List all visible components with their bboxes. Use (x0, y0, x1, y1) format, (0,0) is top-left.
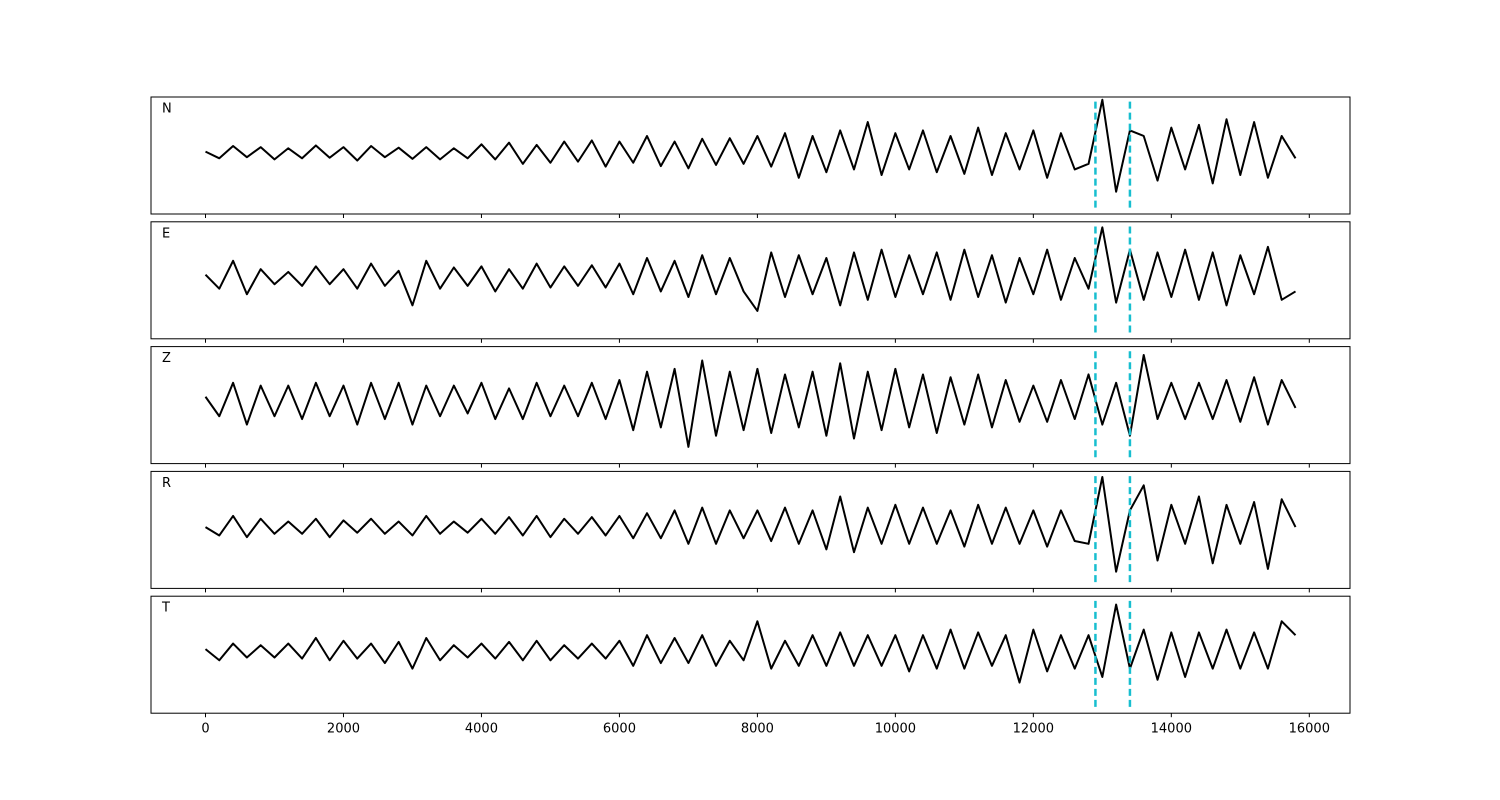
panel-label: R (162, 476, 171, 491)
x-tick-label: 8000 (741, 722, 774, 737)
panel-label: N (162, 102, 172, 117)
x-tick-label: 4000 (465, 722, 498, 737)
panel-frame (150, 96, 1351, 215)
panel-frame (150, 595, 1351, 714)
x-tick-label: 6000 (603, 722, 636, 737)
trace (204, 603, 1297, 684)
panel-label: Z (162, 351, 171, 366)
panel-label: T (161, 601, 170, 616)
trace (205, 98, 1297, 193)
x-tick-label: 16000 (1289, 722, 1330, 737)
panel-frame (150, 221, 1351, 340)
x-tick-label: 14000 (1151, 722, 1192, 737)
trace (204, 353, 1297, 448)
x-tick-label: 12000 (1013, 722, 1054, 737)
x-tick-label: 10000 (875, 722, 916, 737)
trace (204, 226, 1297, 312)
panel-label: E (162, 226, 170, 241)
x-tick-label: 2000 (327, 722, 360, 737)
trace (204, 475, 1297, 573)
panel-frame (150, 346, 1351, 465)
x-tick-label: 0 (201, 722, 209, 737)
panel-frame (150, 470, 1351, 589)
